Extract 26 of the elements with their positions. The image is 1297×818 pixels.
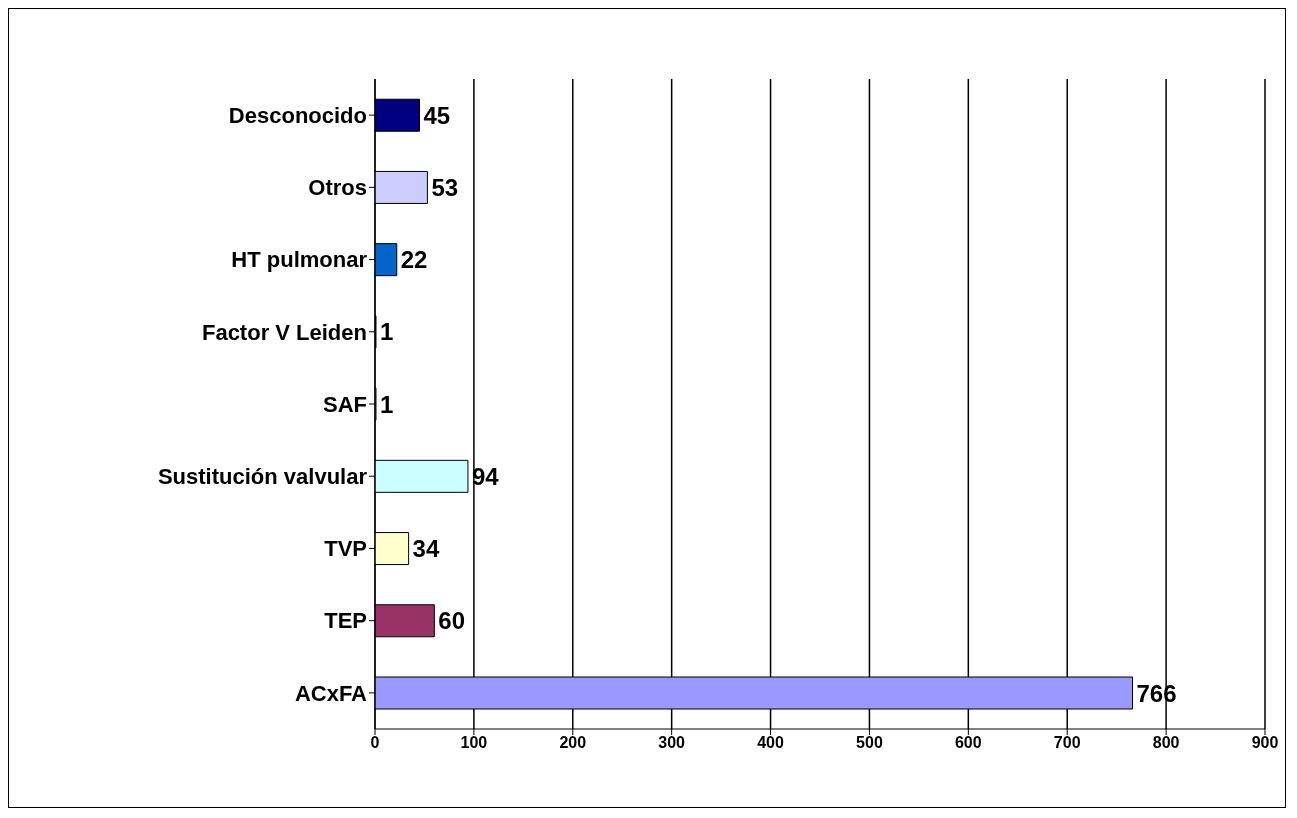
y-tick-label: Desconocido: [228, 102, 367, 128]
data-label: 60: [438, 607, 466, 635]
y-tick-label: SAF: [323, 391, 367, 417]
x-tick-label: 800: [1152, 734, 1180, 752]
y-tick-label: TVP: [324, 536, 367, 562]
x-tick-label: 600: [954, 734, 982, 752]
y-tick-label: Otros: [308, 175, 367, 201]
data-label: 53: [431, 173, 459, 201]
x-tick-label: 700: [1053, 734, 1081, 752]
x-tick-label: 900: [1251, 734, 1279, 752]
x-tick-label: 0: [370, 734, 380, 752]
y-tick-label: Sustitución valvular: [157, 464, 368, 490]
x-tick-label: 400: [757, 734, 784, 752]
y-tick-label: HT pulmonar: [231, 247, 368, 273]
data-label: 45: [423, 101, 451, 129]
data-label: 22: [400, 246, 428, 274]
y-tick-label: ACxFA: [294, 680, 368, 706]
y-tick-label: TEP: [324, 608, 367, 634]
x-tick-label: 200: [559, 734, 587, 752]
x-tick-label: 100: [460, 734, 488, 752]
y-tick-label: Factor V Leiden: [201, 319, 367, 345]
data-label: 34: [412, 535, 440, 563]
x-tick-label: 300: [658, 734, 686, 752]
data-label: 1: [379, 318, 394, 346]
x-tick-label: 500: [856, 734, 883, 752]
data-label: 1: [379, 390, 394, 418]
